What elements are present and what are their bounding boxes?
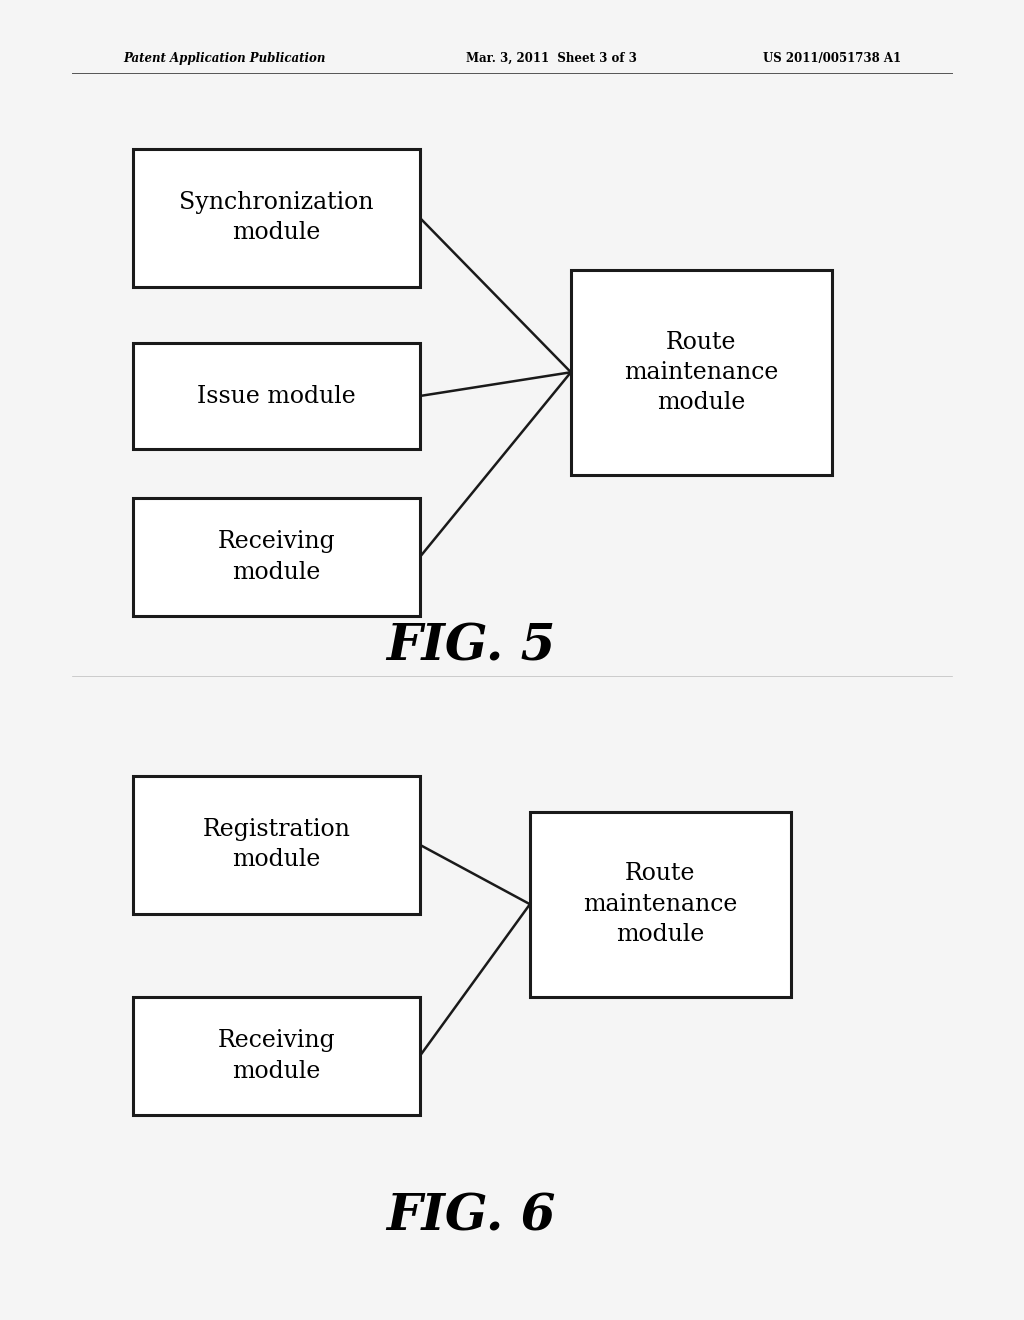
Text: FIG. 6: FIG. 6 (386, 1192, 556, 1242)
Text: Synchronization
module: Synchronization module (179, 191, 374, 244)
FancyBboxPatch shape (133, 997, 420, 1115)
FancyBboxPatch shape (530, 812, 792, 997)
Text: Route
maintenance
module: Route maintenance module (584, 862, 737, 946)
Text: US 2011/0051738 A1: US 2011/0051738 A1 (763, 51, 901, 65)
FancyBboxPatch shape (133, 343, 420, 449)
Text: Receiving
module: Receiving module (218, 531, 335, 583)
Text: Mar. 3, 2011  Sheet 3 of 3: Mar. 3, 2011 Sheet 3 of 3 (466, 51, 637, 65)
Text: Route
maintenance
module: Route maintenance module (625, 330, 778, 414)
Text: FIG. 5: FIG. 5 (386, 622, 556, 672)
Text: Receiving
module: Receiving module (218, 1030, 335, 1082)
Text: Registration
module: Registration module (203, 818, 350, 871)
Text: Patent Application Publication: Patent Application Publication (123, 51, 326, 65)
FancyBboxPatch shape (571, 271, 833, 475)
FancyBboxPatch shape (133, 776, 420, 913)
FancyBboxPatch shape (133, 149, 420, 288)
FancyBboxPatch shape (133, 498, 420, 616)
Text: Issue module: Issue module (197, 384, 356, 408)
